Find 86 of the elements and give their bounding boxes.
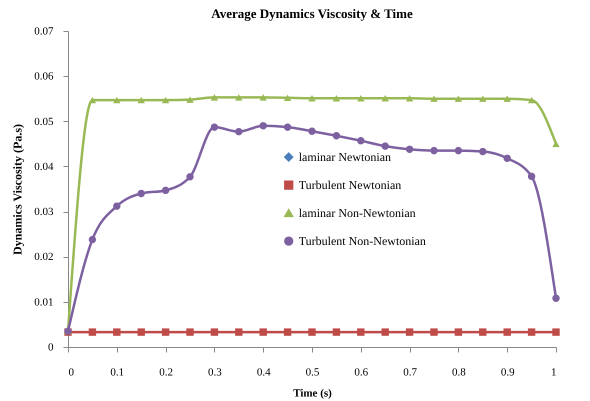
point — [430, 328, 438, 336]
point — [503, 154, 511, 162]
x-tick-label: 0.6 — [354, 366, 369, 378]
point — [186, 96, 194, 103]
x-tick-label: 0 — [68, 366, 74, 378]
point — [162, 186, 170, 194]
point — [479, 148, 487, 156]
point — [259, 122, 267, 130]
x-axis-title: Time (s) — [293, 388, 332, 400]
point — [88, 328, 96, 336]
point — [332, 95, 340, 102]
point — [552, 328, 560, 336]
point — [503, 328, 511, 336]
x-tick-label: 0.3 — [208, 366, 222, 378]
point — [308, 95, 316, 102]
point — [284, 123, 292, 131]
point — [454, 96, 462, 102]
point — [406, 95, 414, 102]
point — [381, 328, 389, 336]
legend-label: laminar Non-Newtonian — [298, 206, 416, 220]
point — [137, 328, 145, 336]
x-tick-label: 0.4 — [256, 366, 272, 378]
point — [357, 328, 365, 336]
point — [284, 94, 292, 102]
chart-title: Average Dynamics Viscosity & Time — [211, 6, 413, 21]
point — [113, 328, 121, 336]
point — [162, 328, 170, 336]
point — [186, 173, 194, 181]
point — [479, 96, 487, 102]
point — [259, 328, 267, 336]
point — [381, 142, 389, 150]
point — [308, 328, 316, 336]
y-tick-label: 0 — [48, 342, 54, 354]
point — [113, 96, 121, 104]
point — [528, 328, 536, 336]
x-tick-label: 0.7 — [403, 366, 418, 378]
y-tick-label: 0.02 — [34, 251, 54, 264]
point — [406, 146, 414, 153]
y-tick-label: 0.06 — [34, 70, 54, 83]
point — [162, 96, 170, 104]
point — [137, 96, 145, 104]
point — [528, 96, 536, 104]
y-axis-title: Dynamics Viscosity (Pa.s) — [10, 124, 24, 255]
point — [552, 140, 560, 148]
point — [210, 123, 218, 131]
y-tick-label: 0.03 — [34, 206, 54, 218]
point — [430, 146, 438, 154]
point — [454, 328, 462, 336]
x-tick-label: 0.5 — [306, 366, 320, 378]
point — [235, 128, 243, 136]
point — [210, 328, 218, 336]
point — [552, 294, 560, 302]
legend-label: Turbulent Newtonian — [298, 178, 402, 192]
legend-label: laminar Newtonian — [298, 150, 392, 164]
point — [332, 328, 340, 336]
point — [332, 132, 340, 140]
point — [357, 95, 365, 102]
point — [88, 236, 96, 244]
point — [454, 146, 462, 154]
point — [186, 328, 194, 336]
x-tick-label: 1 — [551, 366, 556, 378]
point — [479, 328, 487, 336]
y-tick-label: 0.07 — [34, 26, 54, 38]
legend-label: Turbulent Non-Newtonian — [298, 234, 426, 248]
point — [235, 328, 243, 336]
point — [503, 96, 511, 102]
x-tick-label: 0.2 — [159, 366, 173, 378]
point — [284, 328, 292, 336]
point — [235, 94, 243, 101]
point — [406, 328, 414, 336]
y-tick-label: 0.04 — [34, 160, 54, 173]
point — [259, 94, 267, 101]
point — [308, 128, 316, 135]
x-tick-label: 0.9 — [500, 366, 516, 378]
point — [137, 190, 145, 198]
x-tick-label: 0.8 — [452, 366, 466, 378]
point — [88, 96, 96, 104]
y-tick-label: 0.01 — [34, 296, 54, 308]
point — [113, 202, 121, 210]
point — [357, 136, 365, 144]
point — [381, 95, 389, 102]
y-tick-label: 0.05 — [34, 116, 54, 128]
point — [210, 94, 218, 101]
point — [430, 96, 438, 102]
x-tick-label: 0.1 — [110, 366, 124, 378]
point — [528, 172, 536, 180]
